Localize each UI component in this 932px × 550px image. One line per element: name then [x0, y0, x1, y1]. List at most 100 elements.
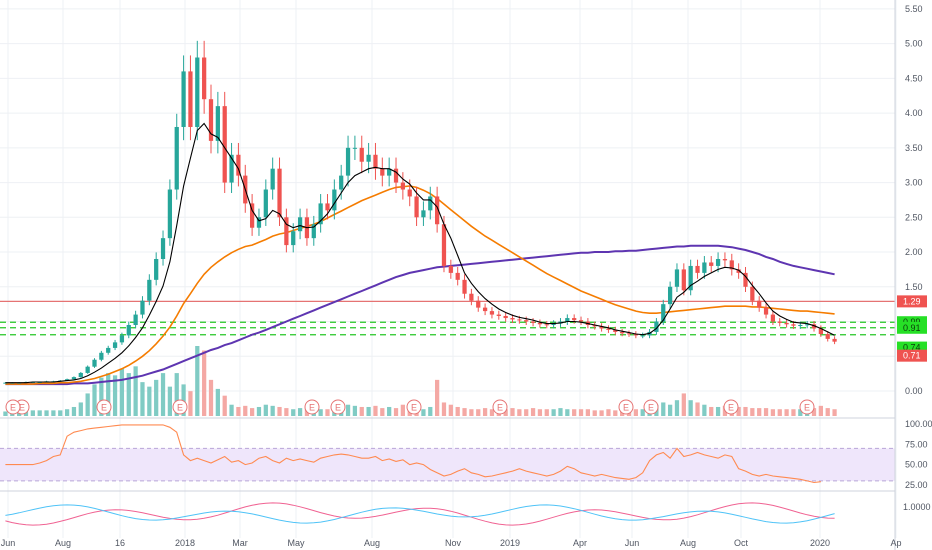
volume-bar	[325, 409, 330, 416]
candle-body	[688, 265, 693, 291]
candle-body	[441, 224, 447, 266]
volume-bar	[297, 408, 303, 416]
candle-body	[112, 342, 118, 348]
volume-bar	[661, 402, 666, 416]
ema-short-line	[5, 122, 835, 384]
candle-body	[832, 338, 837, 342]
price-axis-label: 2.00	[905, 247, 923, 257]
candle-body	[222, 106, 227, 183]
candle-body	[106, 347, 111, 353]
earnings-marker-label: E	[19, 403, 25, 413]
volume-bar	[517, 409, 522, 416]
volume-bar	[777, 409, 782, 416]
candle-body	[476, 300, 481, 308]
indicator-line-pink	[5, 502, 835, 526]
candle-body	[743, 272, 748, 287]
volume-bar	[270, 405, 275, 416]
ma-mid-line	[5, 185, 835, 385]
candle-body	[256, 217, 262, 228]
candle-body	[702, 262, 707, 273]
volume-bar	[791, 409, 796, 416]
ema-short-layer	[5, 122, 835, 384]
candle-body	[325, 203, 330, 211]
volume-bar	[428, 406, 433, 416]
time-axis-label: Aug	[680, 538, 696, 548]
time-axis[interactable]: Jun Aug 16 2018 Mar May Aug Nov 2019 Apr Jun Aug Oct…	[1, 538, 902, 548]
rsi-axis-label: 75.00	[905, 439, 928, 449]
volume-bar	[613, 410, 618, 416]
candle-body	[565, 318, 570, 322]
volume-bar	[119, 368, 125, 416]
earnings-marker-label: E	[648, 403, 654, 413]
price-axis[interactable]: 5.505.004.504.003.503.002.502.001.501.00…	[905, 4, 923, 396]
volume-bar	[688, 400, 693, 416]
volume-bar	[99, 377, 104, 416]
volume-bar	[229, 404, 234, 416]
earnings-marker	[643, 399, 659, 415]
volume-bar	[709, 406, 714, 416]
ma-long-line	[5, 244, 835, 386]
candle-body	[667, 286, 673, 305]
candle-body	[366, 154, 371, 162]
volume-bar	[743, 406, 748, 416]
time-axis-label: 2019	[500, 538, 520, 548]
volume-bar	[202, 350, 207, 416]
candle-body	[620, 331, 625, 334]
volume-bar	[126, 373, 131, 416]
candle-body	[188, 71, 193, 127]
candle-body	[510, 318, 515, 320]
candle-body	[798, 324, 803, 326]
volume-bar	[243, 405, 248, 416]
price-axis-label: 2.50	[905, 212, 923, 222]
earnings-marker	[330, 399, 346, 415]
volume-bar	[750, 408, 755, 416]
candle-body	[482, 307, 488, 312]
candle-body	[229, 154, 234, 183]
earnings-marker-label: E	[309, 403, 315, 413]
candle-body	[85, 366, 90, 373]
volume-bar	[572, 409, 577, 416]
candle-body	[263, 189, 268, 218]
candle-body	[160, 238, 166, 259]
candle-body	[167, 189, 173, 239]
earnings-marker	[96, 399, 112, 415]
price-axis-label: 1.50	[905, 282, 923, 292]
rsi-axis[interactable]: 100.00 75.00 50.00 25.00	[905, 419, 932, 490]
volume-bar	[818, 405, 823, 416]
volume-bar	[510, 408, 515, 416]
candle-body	[503, 315, 508, 319]
indicator-axis[interactable]: 1.0000	[903, 502, 931, 512]
candle-body	[236, 154, 241, 176]
volume-bar	[359, 406, 364, 416]
candle-body	[78, 372, 83, 378]
candle-body	[729, 260, 734, 270]
volume-bar	[64, 409, 70, 416]
time-axis-label: Mar	[232, 538, 248, 548]
earnings-marker-label: E	[335, 403, 341, 413]
volume-bar	[188, 391, 193, 416]
candle-body	[448, 265, 453, 273]
earnings-marker	[492, 399, 508, 415]
candle-body	[661, 304, 666, 322]
volume-bar	[277, 406, 282, 416]
volume-bar	[236, 406, 241, 416]
volume-bar	[133, 366, 138, 416]
volume-bar	[249, 408, 255, 416]
volume-bar	[222, 395, 227, 416]
volume-bar	[256, 406, 262, 416]
volume-bar	[167, 386, 173, 416]
volume-bar	[400, 404, 405, 416]
candle-body	[387, 168, 392, 176]
candle-body	[147, 279, 152, 301]
volume-bar	[92, 384, 97, 416]
time-axis-label: 16	[115, 538, 125, 548]
volume-bar	[585, 409, 591, 416]
volume-bar	[195, 346, 200, 416]
candle-body	[284, 217, 289, 246]
candle-body	[154, 258, 159, 280]
volume-bar	[825, 408, 830, 416]
candle-body	[99, 352, 104, 360]
candle-body	[654, 321, 659, 332]
time-axis-label: 2018	[175, 538, 195, 548]
volume-bar	[633, 409, 638, 416]
